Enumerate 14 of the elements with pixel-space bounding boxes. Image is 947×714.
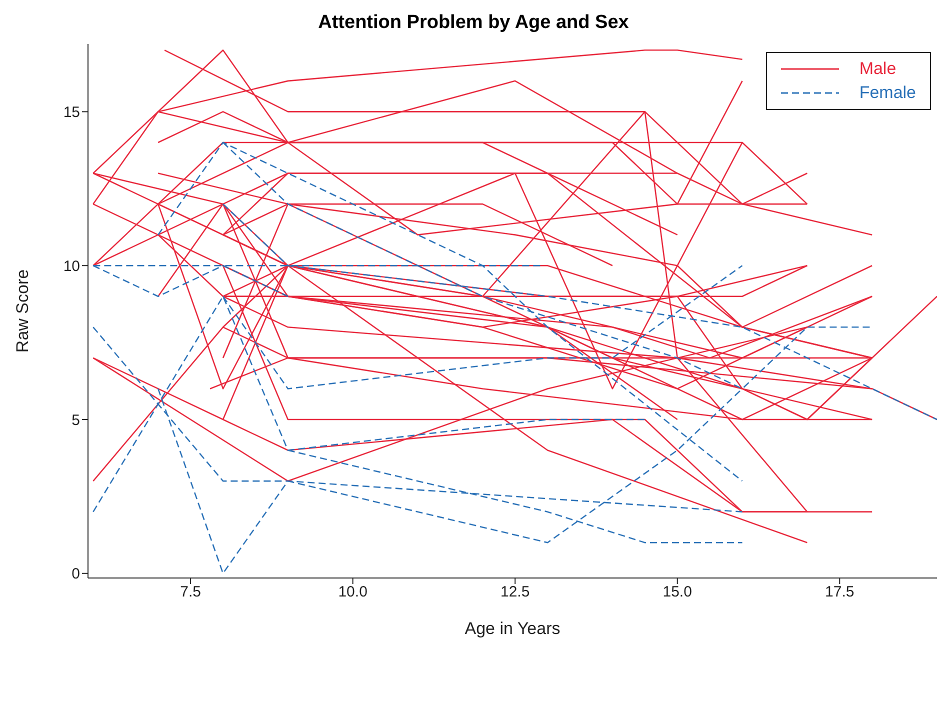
chart-title: Attention Problem by Age and Sex <box>317 11 630 35</box>
x-tick-label: 7.5 <box>180 584 201 601</box>
x-tick-label: 15.0 <box>662 584 692 601</box>
x-tick-label: 10.0 <box>338 584 368 601</box>
y-axis-title: Raw Score <box>13 269 32 353</box>
legend-label: Male <box>859 59 896 79</box>
y-tick-label: 5 <box>72 412 80 429</box>
x-tick-label: 12.5 <box>500 584 530 601</box>
x-tick-label: 17.5 <box>825 584 854 601</box>
y-tick-label: 15 <box>63 104 80 122</box>
legend-label: Female <box>859 83 916 103</box>
y-tick-label: 0 <box>72 566 80 583</box>
x-axis-title: Age in Years <box>464 619 560 638</box>
y-tick-label: 10 <box>63 258 80 275</box>
